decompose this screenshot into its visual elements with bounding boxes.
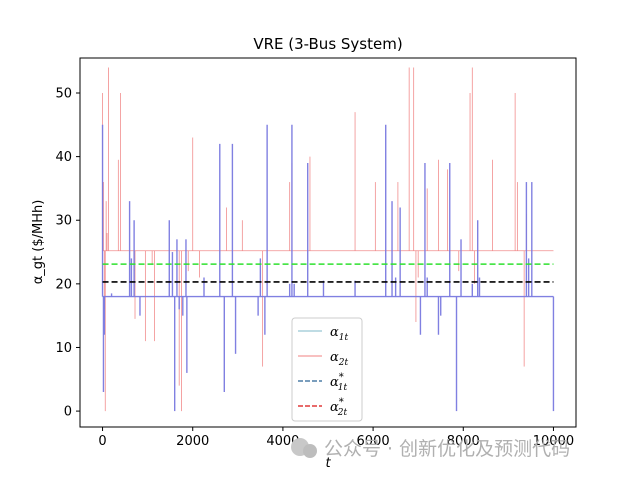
x-tick-label: 8000: [447, 434, 480, 449]
legend-label: α* 1t: [330, 372, 348, 393]
legend-frame: [291, 317, 363, 422]
series-layer: [101, 67, 555, 412]
plot-frame: [79, 57, 577, 428]
y-axis-ticks: 0 10 20 30 40 50: [55, 86, 80, 420]
watermark-text: 公众号 · 创新优化及预测代码: [324, 438, 570, 460]
legend-label: α2t: [330, 350, 349, 368]
x-tick-label: 2000: [176, 434, 209, 449]
y-tick-label: 40: [55, 150, 72, 165]
chart-title: VRE (3-Bus System): [253, 35, 402, 53]
y-axis-label: α_gt ($/MHh): [31, 200, 46, 285]
legend: α1t α2t α* 1t α* 2t: [291, 317, 363, 422]
y-tick-label: 30: [55, 214, 72, 229]
x-tick-label: 6000: [357, 434, 390, 449]
y-tick-label: 10: [55, 341, 72, 356]
series-α2t: [102, 67, 554, 412]
x-axis-label: t: [325, 456, 331, 471]
y-tick-label: 20: [55, 277, 72, 292]
legend-label: α1t: [330, 325, 349, 343]
x-tick-label: 10000: [533, 434, 574, 449]
reference-lines: [102, 263, 554, 283]
y-tick-label: 0: [64, 405, 72, 420]
x-axis-ticks: 0 2000 4000 6000 8000 10000: [98, 427, 574, 449]
legend-label: α* 2t: [330, 397, 348, 418]
y-tick-label: 50: [55, 86, 72, 101]
x-tick-label: 0: [98, 434, 106, 449]
wechat-icon-bubble: [303, 444, 317, 458]
watermark: 公众号 · 创新优化及预测代码: [291, 438, 570, 460]
series-α1t: [101, 124, 555, 412]
